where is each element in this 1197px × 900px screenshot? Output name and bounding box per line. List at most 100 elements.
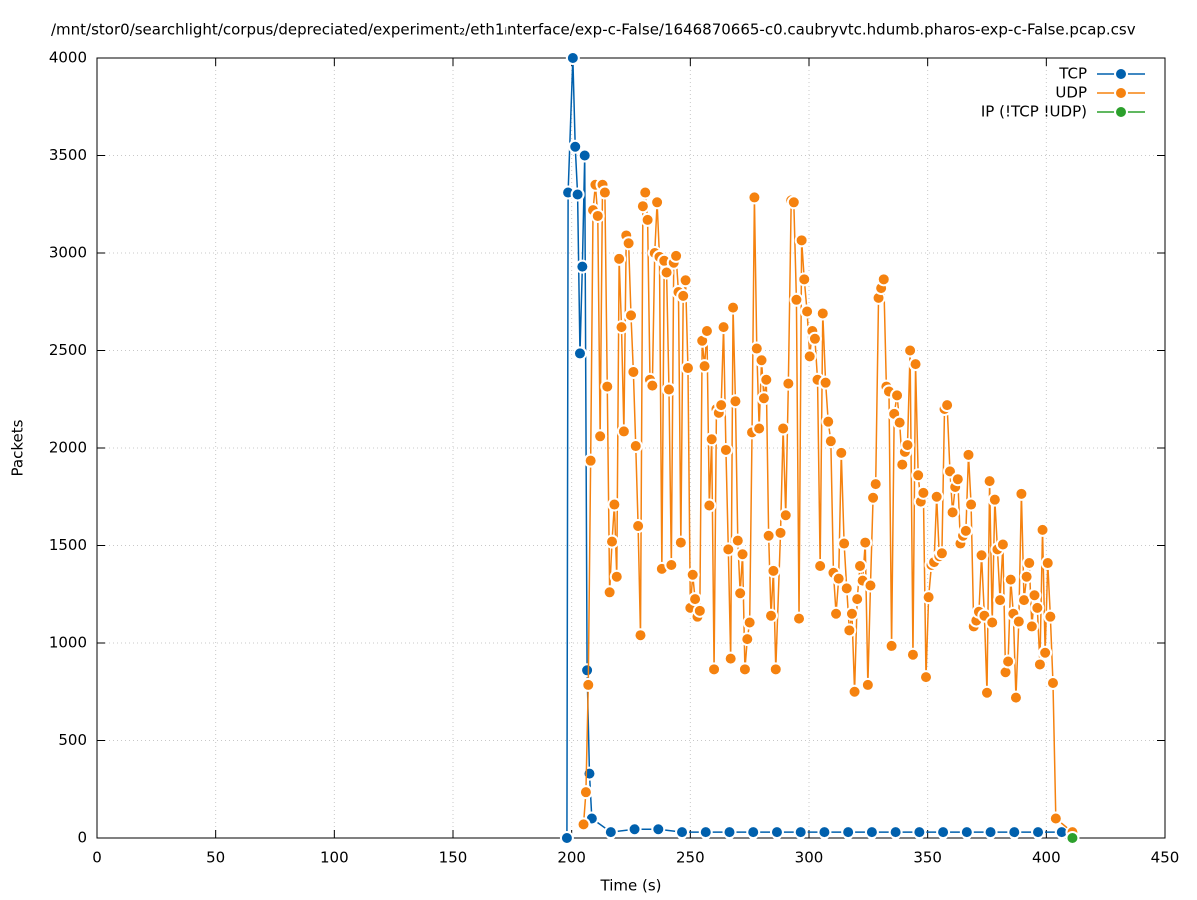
data-point bbox=[568, 139, 583, 154]
data-point bbox=[746, 825, 761, 840]
data-point bbox=[718, 442, 733, 457]
data-point bbox=[1022, 556, 1037, 571]
data-point bbox=[628, 439, 643, 454]
x-tick-label: 200 bbox=[557, 849, 586, 867]
x-tick-label: 350 bbox=[913, 849, 942, 867]
data-point bbox=[1043, 609, 1058, 624]
data-point bbox=[983, 825, 998, 840]
data-point bbox=[959, 825, 974, 840]
y-tick-label: 1500 bbox=[49, 536, 87, 554]
data-point bbox=[605, 534, 620, 549]
data-point bbox=[616, 424, 631, 439]
data-point bbox=[940, 398, 955, 413]
legend-marker bbox=[1114, 86, 1128, 100]
data-point bbox=[821, 414, 836, 429]
data-point bbox=[864, 825, 879, 840]
data-point bbox=[685, 567, 700, 582]
data-point bbox=[640, 212, 655, 227]
data-point bbox=[829, 606, 844, 621]
data-point bbox=[603, 825, 618, 840]
data-point bbox=[841, 825, 856, 840]
data-point bbox=[964, 497, 979, 512]
data-point bbox=[936, 825, 951, 840]
data-point bbox=[1027, 588, 1042, 603]
data-point bbox=[800, 304, 815, 319]
data-point bbox=[769, 825, 784, 840]
data-point bbox=[752, 421, 767, 436]
data-point bbox=[842, 623, 857, 638]
data-point bbox=[577, 148, 592, 163]
data-point bbox=[624, 308, 638, 323]
data-point bbox=[958, 523, 973, 538]
data-point bbox=[633, 628, 648, 643]
data-point bbox=[797, 272, 812, 287]
data-point bbox=[868, 477, 883, 492]
data-point bbox=[759, 372, 774, 387]
data-point bbox=[1024, 619, 1039, 634]
data-point bbox=[737, 662, 752, 677]
data-point bbox=[847, 684, 862, 699]
data-point bbox=[911, 468, 926, 483]
data-point bbox=[583, 453, 598, 468]
x-tick-label: 250 bbox=[676, 849, 705, 867]
series-line bbox=[582, 184, 1073, 833]
x-tick-label: 450 bbox=[1151, 849, 1180, 867]
data-point bbox=[582, 766, 597, 781]
data-point bbox=[850, 592, 865, 607]
data-point bbox=[794, 233, 809, 248]
data-point bbox=[815, 306, 830, 321]
chart-title: /mnt/stor0/searchlight/corpus/depreciate… bbox=[51, 21, 1136, 39]
data-point bbox=[766, 563, 781, 578]
data-point bbox=[631, 519, 646, 533]
data-point bbox=[792, 611, 807, 626]
data-point bbox=[934, 546, 949, 561]
data-point bbox=[813, 558, 828, 573]
data-point bbox=[980, 685, 994, 700]
data-point bbox=[1031, 825, 1046, 840]
data-point bbox=[570, 187, 585, 202]
data-point bbox=[1045, 675, 1060, 690]
data-point bbox=[621, 236, 636, 251]
data-point bbox=[735, 547, 750, 562]
x-tick-label: 300 bbox=[795, 849, 824, 867]
data-point bbox=[593, 429, 608, 444]
data-point bbox=[733, 586, 748, 601]
legend-label: UDP bbox=[1055, 84, 1087, 102]
y-tick-label: 2500 bbox=[49, 341, 87, 359]
plot-border bbox=[96, 57, 1166, 839]
data-point bbox=[916, 485, 931, 500]
data-point bbox=[884, 638, 899, 653]
data-point bbox=[866, 490, 881, 505]
y-axis-label: Packets bbox=[9, 419, 27, 476]
data-point bbox=[1038, 645, 1053, 660]
data-point bbox=[740, 632, 755, 647]
legend-marker bbox=[1114, 67, 1128, 81]
data-point bbox=[945, 505, 960, 520]
data-point bbox=[987, 492, 1002, 507]
data-point bbox=[876, 272, 891, 287]
data-point bbox=[1040, 556, 1055, 571]
x-tick-label: 400 bbox=[1032, 849, 1061, 867]
data-point bbox=[817, 825, 832, 840]
data-point bbox=[961, 447, 976, 462]
data-point bbox=[781, 376, 796, 391]
data-point bbox=[1003, 572, 1018, 587]
data-point bbox=[761, 528, 776, 543]
data-point bbox=[626, 364, 641, 379]
data-point bbox=[823, 434, 838, 449]
data-point bbox=[688, 592, 703, 607]
data-point bbox=[675, 825, 690, 840]
data-point bbox=[1035, 522, 1050, 537]
data-point bbox=[576, 817, 591, 832]
data-point bbox=[723, 651, 738, 666]
data-point bbox=[831, 571, 846, 586]
data-point bbox=[982, 474, 997, 489]
legend-label: TCP bbox=[1058, 65, 1087, 83]
data-point bbox=[834, 445, 849, 460]
data-point bbox=[698, 825, 713, 840]
data-point bbox=[1065, 831, 1080, 845]
data-point bbox=[853, 558, 868, 573]
data-point bbox=[704, 432, 719, 447]
data-point bbox=[635, 199, 650, 214]
y-tick-label: 3500 bbox=[49, 146, 87, 164]
